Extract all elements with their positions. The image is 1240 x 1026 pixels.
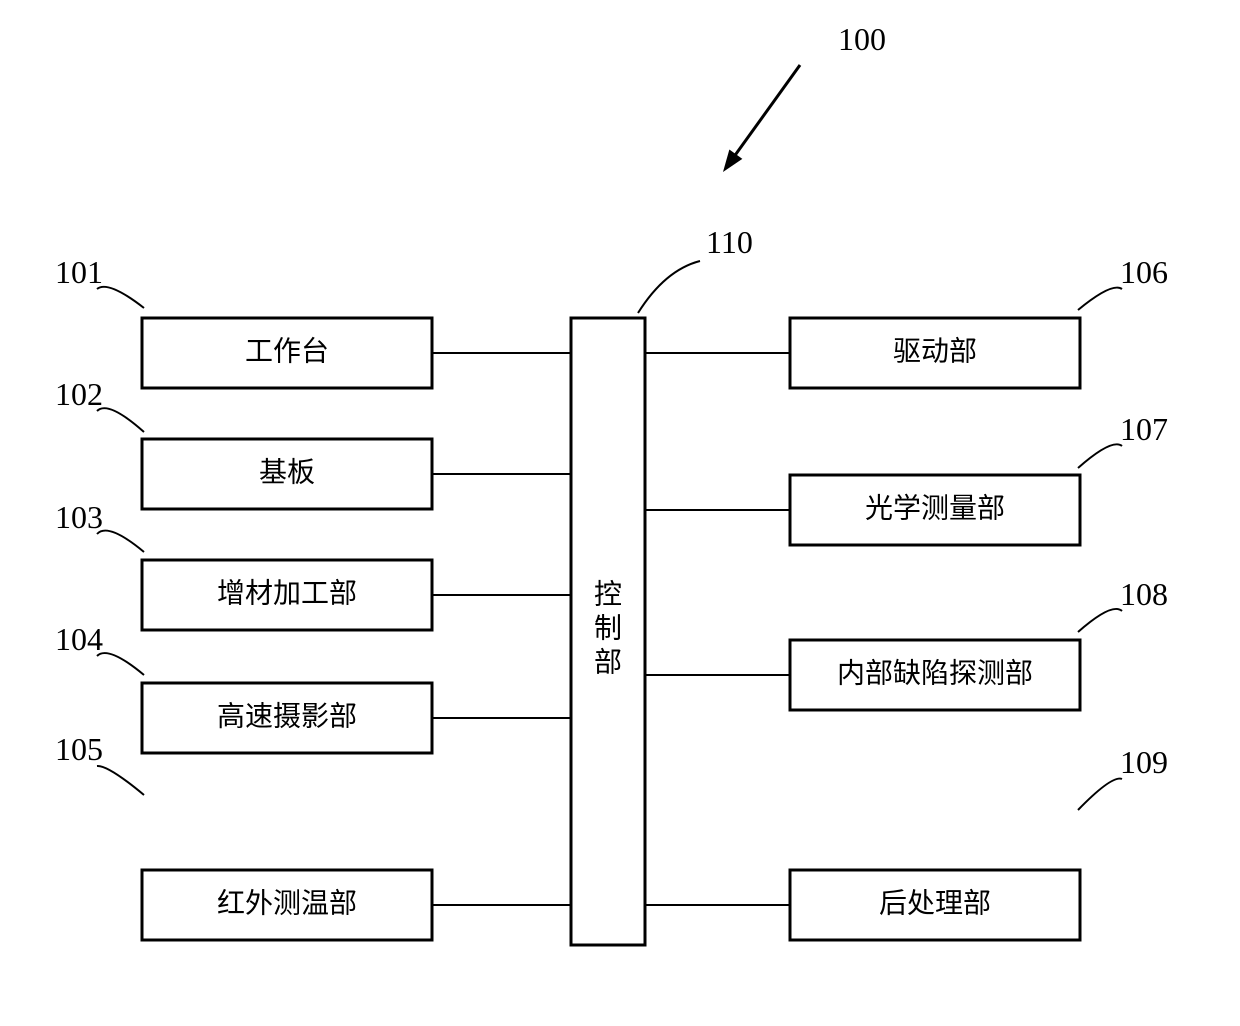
ref-label: 101 bbox=[55, 254, 103, 290]
left-column: 工作台 101 基板 102 增材加工部 103 高速摄影部 104 红外测温部 105 bbox=[55, 254, 571, 940]
ref-label: 105 bbox=[55, 731, 103, 767]
leader bbox=[1078, 444, 1122, 468]
block-label: 工作台 bbox=[245, 335, 329, 367]
ref-label: 103 bbox=[55, 499, 103, 535]
leader bbox=[1078, 288, 1122, 310]
ref-label-110: 110 bbox=[706, 224, 753, 260]
ref-label: 109 bbox=[1120, 744, 1168, 780]
block-label: 红外测温部 bbox=[217, 887, 357, 919]
ref-arrow-head bbox=[723, 149, 742, 172]
leader bbox=[1078, 609, 1122, 632]
ref-label: 107 bbox=[1120, 411, 1168, 447]
block-label: 高速摄影部 bbox=[217, 700, 357, 732]
block-label: 后处理部 bbox=[879, 887, 991, 919]
leader bbox=[97, 287, 144, 308]
ref-label: 108 bbox=[1120, 576, 1168, 612]
leader bbox=[97, 531, 144, 552]
ref-label-100: 100 bbox=[838, 21, 886, 57]
center-block-label: 控制部 bbox=[594, 579, 622, 679]
right-column: 驱动部 106 光学测量部 107 内部缺陷探测部 108 后处理部 109 bbox=[645, 254, 1168, 940]
leader bbox=[1078, 779, 1122, 810]
block-diagram: 100 控制部 110 工作台 101 基板 102 增材加工部 103 高速摄影部 104 红… bbox=[0, 0, 1240, 1026]
block-label: 增材加工部 bbox=[217, 577, 357, 609]
leader bbox=[97, 408, 144, 432]
block-label: 光学测量部 bbox=[865, 492, 1005, 524]
block-label: 内部缺陷探测部 bbox=[837, 657, 1033, 689]
leader bbox=[97, 766, 144, 795]
ref-label: 106 bbox=[1120, 254, 1168, 290]
ref-label: 102 bbox=[55, 376, 103, 412]
block-label: 基板 bbox=[259, 456, 315, 488]
ref-label: 104 bbox=[55, 621, 103, 657]
leader-110 bbox=[638, 261, 700, 313]
leader bbox=[97, 653, 144, 675]
block-label: 驱动部 bbox=[893, 335, 977, 367]
ref-arrow-line bbox=[734, 65, 800, 157]
